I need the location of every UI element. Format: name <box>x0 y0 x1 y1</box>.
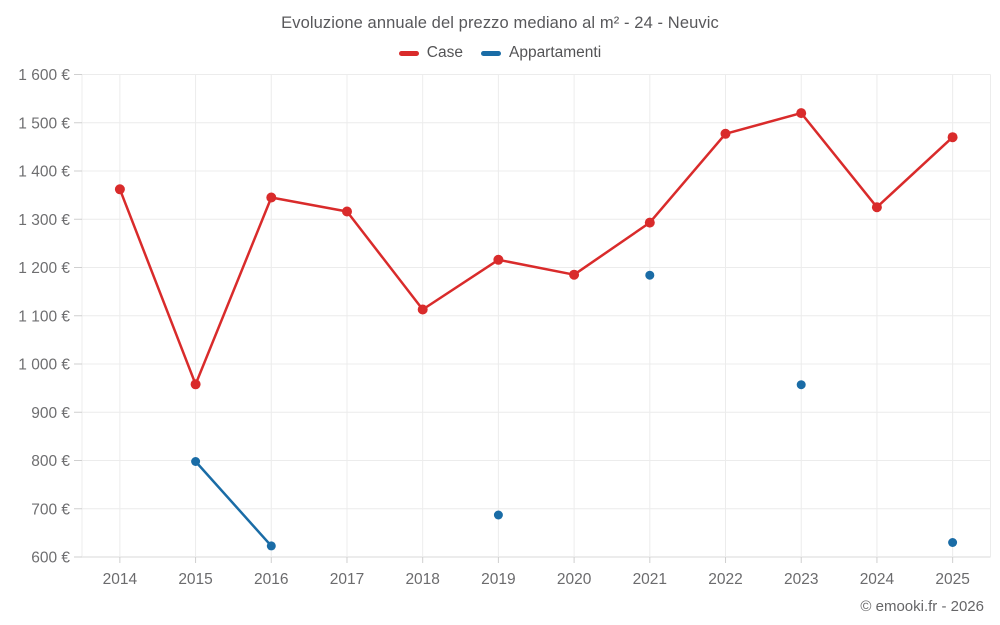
appartamenti-series-swatch-icon <box>480 50 501 56</box>
data-point-case-2022[interactable] <box>720 128 731 139</box>
data-point-case-2014[interactable] <box>114 184 125 195</box>
data-point-appartamenti-2016[interactable] <box>266 541 276 551</box>
chart-axes: 600 € 700 € 800 € 900 € 1 000 € 1 100 € 1 200 … <box>18 67 970 588</box>
legend-item-appartamenti[interactable]: Appartamenti <box>480 44 602 62</box>
svg-text:2022: 2022 <box>708 571 742 588</box>
chart-gridlines <box>81 74 991 558</box>
svg-text:2016: 2016 <box>254 571 288 588</box>
svg-text:600 €: 600 € <box>31 550 70 567</box>
chart-legend: Case Appartamenti <box>0 44 1000 62</box>
data-point-appartamenti-2015[interactable] <box>191 457 201 466</box>
svg-text:1 000 €: 1 000 € <box>18 357 70 374</box>
svg-text:900 €: 900 € <box>31 405 70 422</box>
svg-text:2017: 2017 <box>330 571 364 588</box>
series-appartamenti <box>191 270 958 551</box>
data-point-case-2020[interactable] <box>569 269 580 280</box>
svg-text:1 300 €: 1 300 € <box>18 212 70 229</box>
data-point-appartamenti-2023[interactable] <box>796 380 806 390</box>
svg-text:2018: 2018 <box>405 571 439 588</box>
data-point-appartamenti-2025[interactable] <box>948 538 958 547</box>
svg-text:1 100 €: 1 100 € <box>18 308 70 325</box>
data-point-case-2018[interactable] <box>417 304 428 315</box>
svg-text:2019: 2019 <box>481 571 515 588</box>
svg-text:1 400 €: 1 400 € <box>18 164 70 181</box>
svg-text:2021: 2021 <box>633 571 667 588</box>
data-point-case-2023[interactable] <box>796 108 807 119</box>
legend-item-case[interactable]: Case <box>398 44 463 62</box>
svg-text:2020: 2020 <box>557 571 592 588</box>
legend-label-case: Case <box>426 44 463 61</box>
data-point-case-2025[interactable] <box>947 132 958 143</box>
data-point-case-2015[interactable] <box>190 379 201 390</box>
legend-label-appartamenti: Appartamenti <box>508 44 602 61</box>
svg-text:2024: 2024 <box>860 571 895 588</box>
data-point-case-2019[interactable] <box>493 254 504 265</box>
data-point-case-2016[interactable] <box>266 192 277 203</box>
svg-text:2025: 2025 <box>935 571 969 588</box>
svg-text:1 500 €: 1 500 € <box>18 115 70 132</box>
svg-text:800 €: 800 € <box>31 453 70 470</box>
svg-text:2023: 2023 <box>784 571 818 588</box>
svg-text:1 600 €: 1 600 € <box>18 67 70 84</box>
svg-text:1 200 €: 1 200 € <box>18 260 70 277</box>
data-point-appartamenti-2019[interactable] <box>493 510 503 520</box>
data-point-appartamenti-2021[interactable] <box>645 270 655 280</box>
data-point-case-2017[interactable] <box>342 206 352 217</box>
chart-title: Evoluzione annuale del prezzo mediano al… <box>281 14 719 32</box>
svg-text:700 €: 700 € <box>31 501 70 518</box>
svg-text:2015: 2015 <box>178 571 212 588</box>
data-point-case-2024[interactable] <box>871 202 882 213</box>
data-point-case-2021[interactable] <box>644 217 655 228</box>
case-series-swatch-icon <box>398 50 419 56</box>
svg-text:2014: 2014 <box>103 571 138 588</box>
series-case <box>114 108 958 390</box>
copyright-credit: © emooki.fr - 2026 <box>860 598 984 615</box>
